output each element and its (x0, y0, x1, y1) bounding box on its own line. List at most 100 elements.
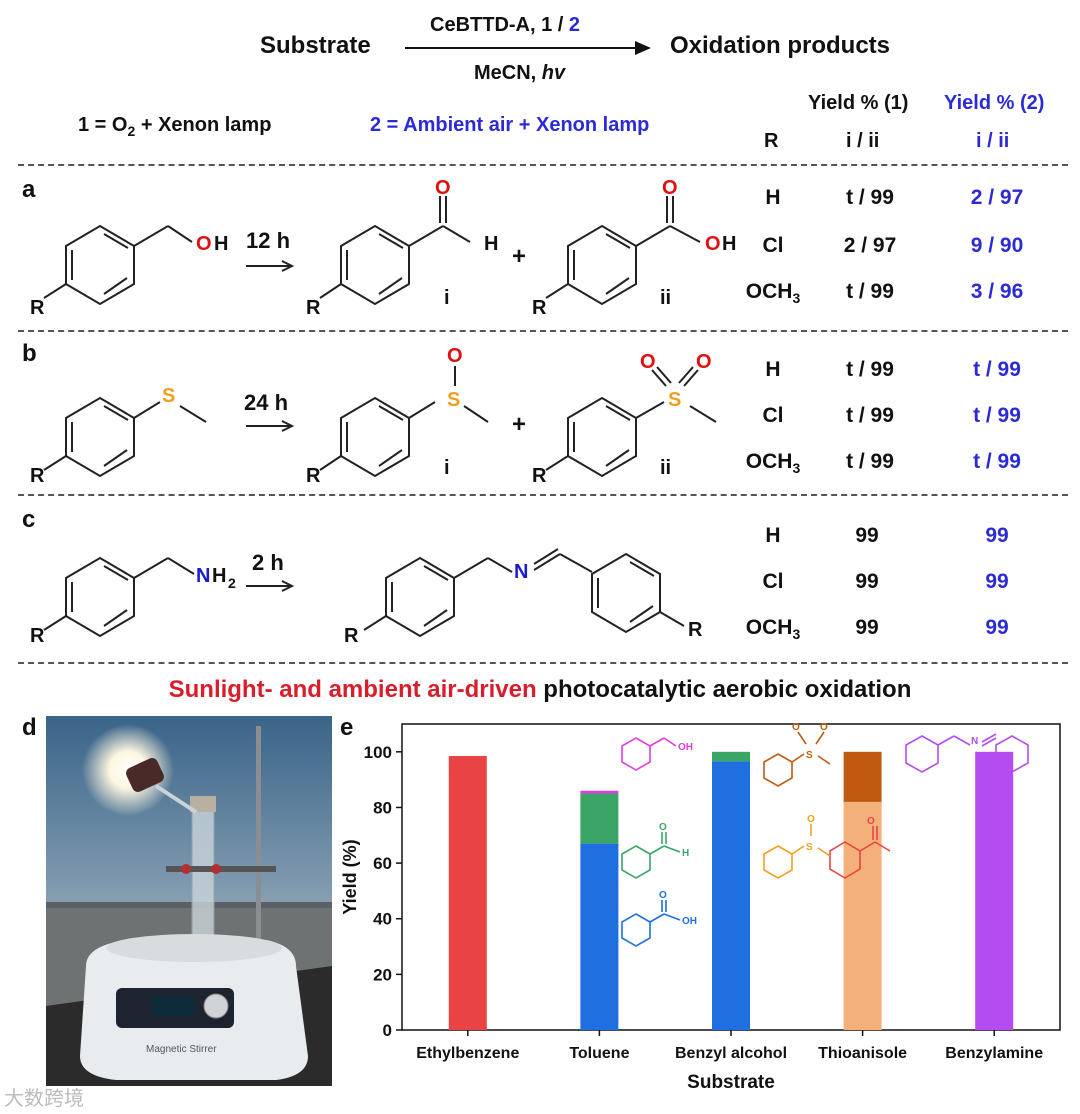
y-tick-label: 100 (364, 743, 392, 762)
y-axis-label: Yield (%) (340, 839, 360, 914)
ii1-header: i / ii (846, 130, 880, 152)
struct-o: O (792, 722, 800, 733)
struct-h: H (682, 848, 689, 859)
stirrer-label: Magnetic Stirrer (146, 1044, 217, 1055)
panel-b-yield1-cl: t / 99 (846, 404, 894, 427)
atom-h: H (214, 233, 228, 255)
panel-a-yield1-och3: t / 99 (846, 280, 894, 303)
atom-h-sub: 2 (228, 575, 236, 591)
panel-e-label: e (340, 714, 354, 741)
atom-r: R (532, 465, 547, 487)
condition-1: 1 = O2 + Xenon lamp (78, 114, 271, 139)
bar-segment (712, 751, 750, 762)
reaction-products-label: Oxidation products (670, 32, 891, 59)
atom-r: R (344, 625, 359, 647)
ii2-header: i / ii (976, 130, 1010, 152)
cond1-text: 1 = O (78, 114, 128, 136)
panel-c-r-och3: OCH3 (728, 616, 818, 642)
panel-c-yield1-cl: 99 (855, 570, 879, 593)
panel-b-r-h: H (765, 358, 781, 381)
product-i-label: i (444, 457, 450, 479)
reaction-substrate-label: Substrate (260, 32, 371, 59)
och-sub: 3 (792, 290, 801, 307)
banner-red: Sunlight- and ambient air-driven (168, 676, 537, 703)
banner: Sunlight- and ambient air-driven photoca… (0, 676, 1080, 704)
och-sub: 3 (792, 460, 801, 477)
x-tick-label: Benzylamine (945, 1045, 1043, 1062)
watermark: 大数跨境 (4, 1088, 84, 1110)
atom-r: R (532, 297, 547, 319)
panel-a-scheme: O H R 12 h O H R i + O O H R ii (30, 177, 736, 319)
atom-h: H (722, 233, 736, 255)
panel-a-r-h: H (765, 186, 781, 209)
photo-setup: Magnetic Stirrer (46, 716, 332, 1086)
reagent-2: 2 (568, 14, 581, 36)
bar-segment (448, 755, 487, 1030)
panel-a-yield2-och3: 3 / 96 (970, 280, 1024, 303)
struct-o: O (820, 722, 828, 733)
panel-b-yield2-cl: t / 99 (973, 404, 1021, 427)
struct-oh: OH (682, 916, 697, 927)
atom-r: R (30, 465, 45, 487)
bar-segment (712, 761, 750, 1030)
time-label: 24 h (244, 390, 288, 415)
och-text: OCH (745, 450, 793, 473)
y-tick-label: 20 (373, 965, 392, 984)
struct-oh: OH (678, 742, 693, 753)
atom-o: O (196, 233, 212, 255)
panel-a-r-cl: Cl (762, 234, 784, 257)
panel-c-r-cl: Cl (762, 570, 784, 593)
struct-s: S (806, 750, 813, 761)
atom-o: O (662, 177, 678, 199)
panel-c-yield1-h: 99 (855, 524, 879, 547)
panel-b-yield2-och3: t / 99 (973, 450, 1021, 473)
time-label: 12 h (246, 228, 290, 253)
och-text: OCH (745, 280, 793, 303)
reagent-text: CeBTTD-A, 1 / (430, 14, 569, 36)
struct-o: O (807, 814, 815, 825)
yield1-header: Yield % (1) (808, 92, 909, 114)
bar-segment (580, 790, 619, 794)
divider-2 (18, 330, 1068, 332)
cond1-rest: + Xenon lamp (135, 114, 272, 136)
atom-n: N (196, 565, 210, 587)
panel-b-r-cl: Cl (762, 404, 784, 427)
atom-o: O (447, 345, 463, 367)
atom-n: N (514, 561, 528, 583)
reaction-conditions-bottom: MeCN, hv (474, 62, 565, 85)
panel-c-label: c (22, 506, 36, 533)
struct-o: O (659, 822, 667, 833)
bar-segment (975, 751, 1014, 1030)
x-tick-label: Ethylbenzene (416, 1045, 519, 1062)
atom-h: H (212, 565, 226, 587)
atom-o: O (435, 177, 451, 199)
product-ii-label: ii (660, 457, 671, 479)
panel-c-yield2-h: 99 (985, 524, 1009, 547)
bar-segment (843, 801, 882, 1030)
divider-4 (18, 662, 1068, 664)
time-label: 2 h (252, 550, 284, 575)
reaction-conditions-top: CeBTTD-A, 1 / 2 (430, 14, 580, 37)
condition-2: 2 = Ambient air + Xenon lamp (370, 114, 650, 136)
panel-a-label: a (22, 176, 36, 203)
x-tick-label: Thioanisole (818, 1045, 907, 1062)
atom-r: R (306, 297, 321, 319)
struct-n: N (971, 736, 978, 747)
panel-b-yield1-och3: t / 99 (846, 450, 894, 473)
banner-black: photocatalytic aerobic oxidation (536, 676, 912, 703)
panel-a-r-och3: OCH3 (728, 280, 818, 306)
y-tick-label: 0 (383, 1021, 392, 1040)
panel-b-yield2-h: t / 99 (973, 358, 1021, 381)
plus-sign: + (512, 411, 526, 438)
struct-o: O (659, 890, 667, 901)
atom-o: O (696, 351, 712, 373)
panel-c-yield2-cl: 99 (985, 570, 1009, 593)
atom-o: O (705, 233, 721, 255)
och-text: OCH (745, 616, 793, 639)
yield2-header: Yield % (2) (944, 92, 1045, 114)
struct-o: O (867, 816, 875, 827)
panel-a-yield2-h: 2 / 97 (970, 186, 1024, 209)
panel-a-yield2-cl: 9 / 90 (970, 234, 1024, 257)
bar-segment (580, 793, 619, 844)
product-ii-label: ii (660, 287, 671, 309)
